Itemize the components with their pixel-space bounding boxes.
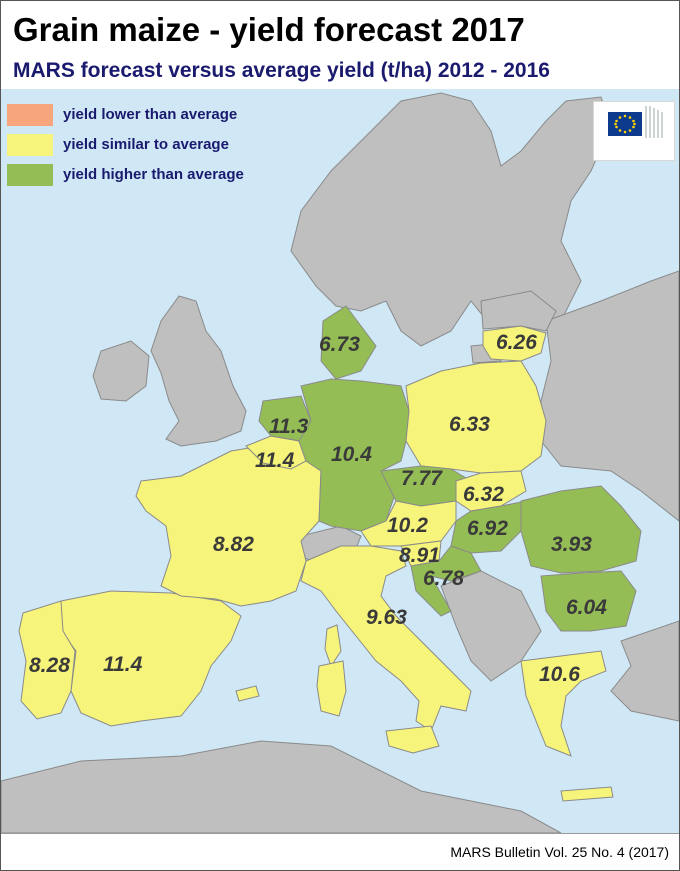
region-crete: [560, 786, 614, 802]
region-slovakia: [455, 470, 527, 512]
region-germany: [298, 378, 410, 532]
region-croatia: [410, 545, 482, 617]
footer: MARS Bulletin Vol. 25 No. 4 (2017): [1, 833, 679, 870]
value-label-hungary: 6.92: [467, 517, 508, 540]
value-label-poland: 6.33: [449, 413, 490, 436]
value-label-austria: 10.2: [387, 514, 428, 537]
value-label-italy: 9.63: [366, 606, 407, 629]
value-labels: 6.73 6.26 6.33 11.3 11.4 10.4 7.77 6.32 10.2 6.92…: [29, 331, 607, 686]
value-label-germany: 10.4: [331, 443, 372, 466]
legend-swatch-similar: [7, 134, 53, 156]
european-commission-logo: [593, 101, 675, 161]
value-label-bulgaria: 6.04: [566, 596, 607, 619]
europe-map: 6.73 6.26 6.33 11.3 11.4 10.4 7.77 6.32 10.2 6.92…: [1, 89, 679, 833]
region-poland: [405, 360, 547, 474]
value-label-greece: 10.6: [539, 663, 580, 686]
value-label-portugal: 8.28: [29, 654, 70, 677]
legend-swatch-lower: [7, 104, 53, 126]
region-sardinia: [316, 660, 347, 717]
legend: yield lower than average yield similar t…: [1, 97, 271, 191]
value-label-czechia: 7.77: [401, 467, 443, 490]
turkey: [610, 620, 679, 722]
non-eu-land: [1, 92, 679, 833]
region-austria: [360, 500, 457, 547]
region-denmark: [320, 305, 377, 380]
value-label-slovakia: 6.32: [463, 483, 504, 506]
value-label-spain: 11.4: [103, 653, 143, 676]
map-title: Grain maize - yield forecast 2017: [13, 11, 525, 48]
map-subtitle: MARS forecast versus average yield (t/ha…: [13, 59, 550, 82]
eu-flag-icon: [608, 106, 663, 138]
region-bulgaria: [540, 570, 637, 632]
region-baltics-north: [480, 290, 557, 332]
north-africa: [1, 740, 562, 833]
eastern-europe: [540, 270, 679, 522]
region-corsica: [324, 624, 342, 668]
value-label-croatia: 6.78: [423, 567, 464, 590]
legend-label-higher: yield higher than average: [63, 166, 244, 183]
legend-label-lower: yield lower than average: [63, 106, 238, 123]
scandinavia: [290, 92, 612, 347]
region-romania: [520, 485, 642, 574]
region-greece: [520, 650, 607, 757]
value-label-denmark: 6.73: [319, 333, 360, 356]
legend-swatch-higher: [7, 164, 53, 186]
value-label-slovenia: 8.91: [399, 544, 440, 567]
region-italy: [300, 545, 472, 732]
value-label-lithuania: 6.26: [496, 331, 537, 354]
ireland: [92, 340, 150, 402]
value-label-netherlands: 11.3: [269, 415, 309, 438]
legend-label-similar: yield similar to average: [63, 136, 229, 153]
footer-source: MARS Bulletin Vol. 25 No. 4 (2017): [450, 844, 669, 860]
great-britain: [150, 295, 247, 447]
value-label-france: 8.82: [213, 533, 254, 556]
region-sicily: [385, 725, 440, 754]
region-portugal: [18, 600, 76, 720]
region-balearics: [235, 685, 260, 702]
header: Grain maize - yield forecast 2017 MARS f…: [1, 1, 679, 89]
value-label-belgium: 11.4: [255, 449, 295, 472]
eu-countries: [18, 290, 642, 802]
value-label-romania: 3.93: [551, 533, 592, 556]
